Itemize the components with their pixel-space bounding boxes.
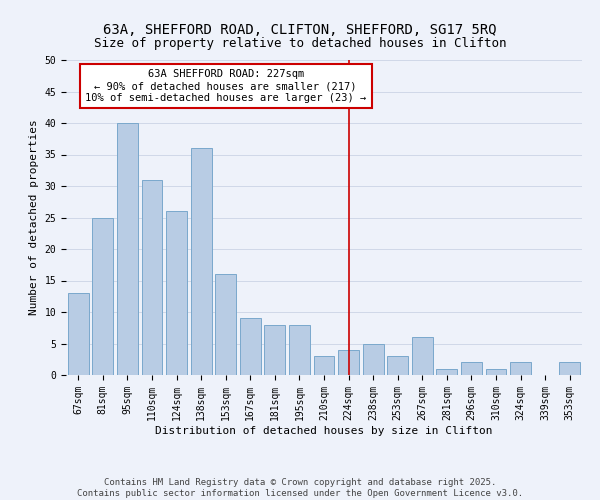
Bar bbox=[338, 350, 359, 375]
Bar bbox=[240, 318, 261, 375]
Bar bbox=[166, 211, 187, 375]
Bar bbox=[117, 123, 138, 375]
Bar bbox=[68, 293, 89, 375]
Bar bbox=[510, 362, 531, 375]
Text: 63A SHEFFORD ROAD: 227sqm
← 90% of detached houses are smaller (217)
10% of semi: 63A SHEFFORD ROAD: 227sqm ← 90% of detac… bbox=[85, 70, 367, 102]
Bar bbox=[387, 356, 408, 375]
Bar bbox=[265, 324, 286, 375]
Bar bbox=[485, 368, 506, 375]
Bar bbox=[461, 362, 482, 375]
Bar bbox=[289, 324, 310, 375]
Text: 63A, SHEFFORD ROAD, CLIFTON, SHEFFORD, SG17 5RQ: 63A, SHEFFORD ROAD, CLIFTON, SHEFFORD, S… bbox=[103, 22, 497, 36]
X-axis label: Distribution of detached houses by size in Clifton: Distribution of detached houses by size … bbox=[155, 426, 493, 436]
Bar bbox=[215, 274, 236, 375]
Bar bbox=[142, 180, 163, 375]
Bar bbox=[92, 218, 113, 375]
Bar bbox=[314, 356, 334, 375]
Bar bbox=[436, 368, 457, 375]
Bar bbox=[362, 344, 383, 375]
Text: Size of property relative to detached houses in Clifton: Size of property relative to detached ho… bbox=[94, 38, 506, 51]
Y-axis label: Number of detached properties: Number of detached properties bbox=[29, 120, 39, 316]
Bar bbox=[191, 148, 212, 375]
Text: Contains HM Land Registry data © Crown copyright and database right 2025.
Contai: Contains HM Land Registry data © Crown c… bbox=[77, 478, 523, 498]
Bar bbox=[559, 362, 580, 375]
Bar bbox=[412, 337, 433, 375]
